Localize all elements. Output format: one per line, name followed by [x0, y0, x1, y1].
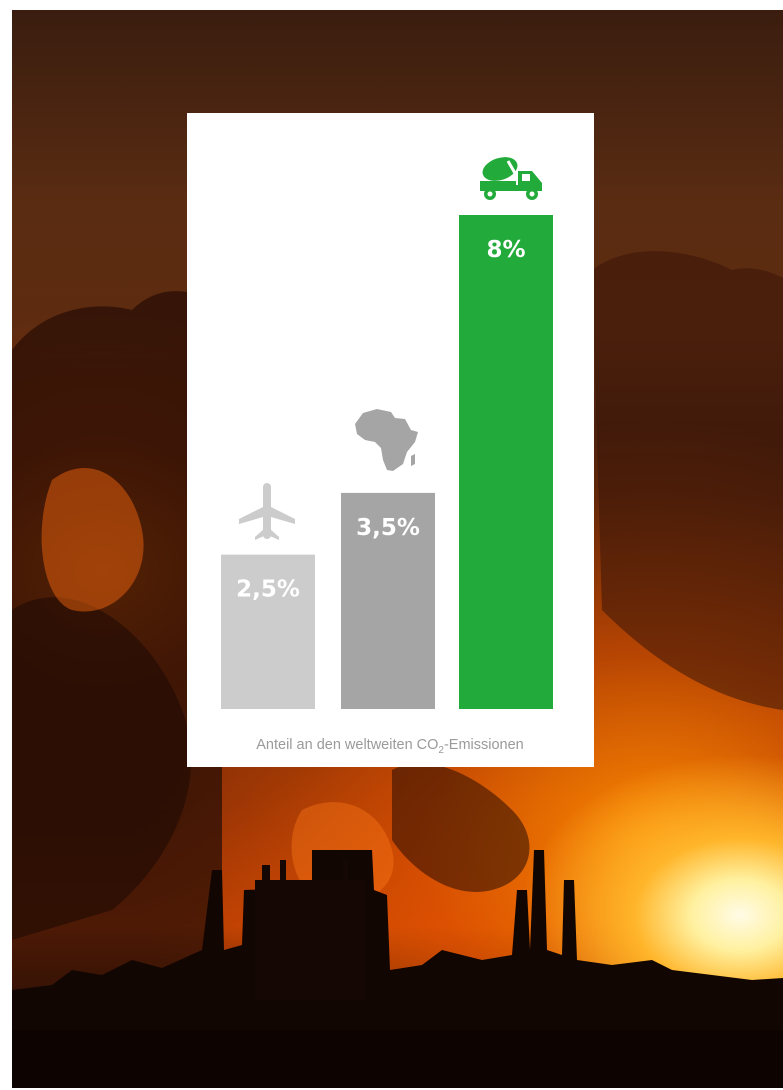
airplane-icon — [239, 483, 295, 540]
bar-value-label-1: 2,5% — [236, 577, 300, 603]
africa-icon — [355, 409, 418, 471]
chart-caption: Anteil an den weltweiten CO2-Emissionen — [256, 737, 524, 756]
bar-chart: 2,5% 3,5% 8% — [221, 157, 553, 756]
bar-3 — [459, 215, 553, 709]
bar-value-label-2: 3,5% — [356, 515, 420, 541]
cement-mixer-truck-icon — [480, 157, 542, 200]
bar-2 — [341, 492, 435, 709]
bar-value-label-3: 8% — [486, 237, 525, 263]
bar-1 — [221, 554, 315, 709]
chart-card: 2,5% 3,5% 8% — [187, 113, 594, 767]
refinery-silhouette — [12, 251, 783, 1088]
